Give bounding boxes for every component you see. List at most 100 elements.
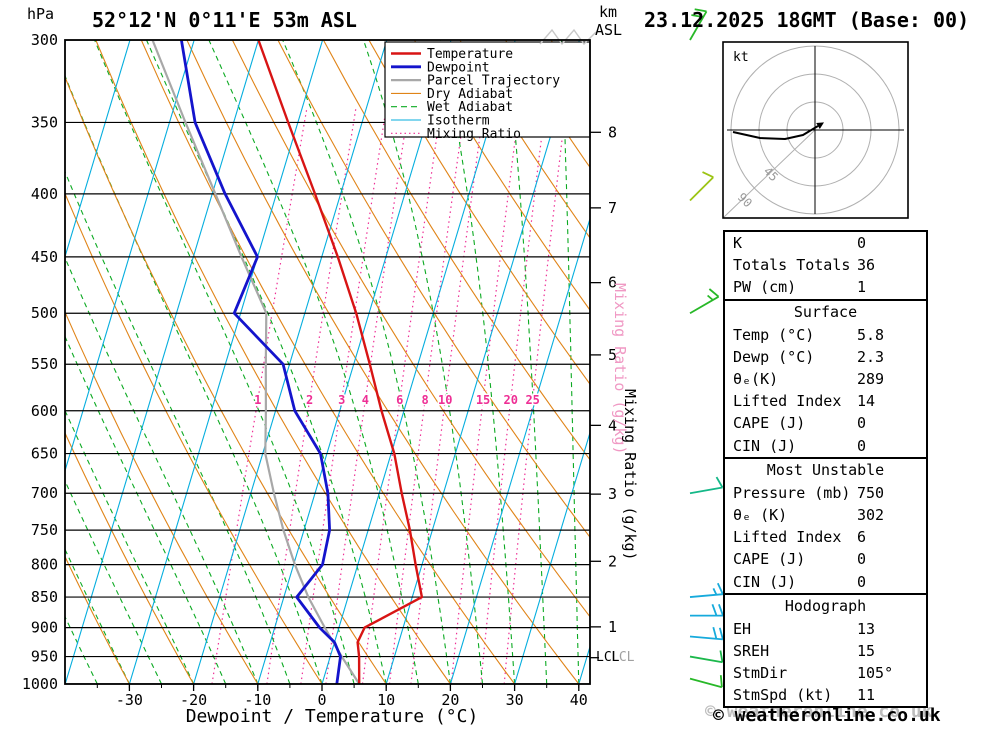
wind-barb [689, 650, 724, 664]
table-row: Totals Totals 36 [725, 254, 926, 276]
legend-label: Temperature [427, 47, 513, 62]
mixing-ratio-value: 1 [254, 393, 261, 407]
mixing-ratio-axis-label: Mixing Ratio (g/kg) [621, 389, 639, 561]
table-row-value: 0 [857, 550, 867, 569]
isotherms [0, 40, 590, 684]
mixing-ratio-line [480, 106, 546, 684]
legend-box [384, 41, 591, 138]
hodograph-ring-label: 90 [735, 190, 755, 210]
dewpoint-curve [180, 40, 342, 684]
isotherm-line [128, 40, 324, 684]
table-row-label: θₑ(K) [733, 370, 779, 389]
mixing-ratio-value: 2 [306, 393, 313, 407]
km-tick-label: 1 [608, 618, 617, 636]
table-row: θₑ (K) 302 [725, 504, 926, 526]
km-tick-label: 3 [608, 485, 617, 503]
temp-tick-label: 20 [441, 691, 459, 709]
pressure-tick-label: 700 [31, 484, 58, 502]
table-row: Lifted Index 6 [725, 526, 926, 548]
table-row-value: 105° [857, 664, 894, 683]
lcl-marker-ghost: LCL [611, 650, 635, 665]
mixing-ratio-value: 10 [438, 393, 452, 407]
isotherm-line [0, 40, 2, 684]
wet-adiabat-line [0, 40, 1, 684]
run-datetime: 23.12.2025 18GMT (Base: 00) [644, 8, 970, 32]
table-row: CIN (J) 0 [725, 570, 926, 592]
table-row-label: SREH [733, 641, 770, 660]
pressure-tick-label: 550 [31, 355, 58, 373]
table-section-header: Surface [725, 298, 926, 324]
table-row: CAPE (J) 0 [725, 548, 926, 570]
legend-label: Dewpoint [427, 60, 490, 75]
table-row: Lifted Index 14 [725, 390, 926, 412]
wind-barb [689, 171, 714, 202]
mixing-ratio-value: 4 [362, 393, 369, 407]
wet-adiabat-line [65, 409, 195, 684]
wind-barb [689, 288, 720, 315]
table-section-header: Hodograph [725, 592, 926, 618]
wet-adiabat-line [65, 548, 130, 684]
pressure-tick-label: 450 [31, 248, 58, 266]
table-row-label: Lifted Index [733, 392, 842, 411]
hodograph-arrowhead [816, 122, 825, 130]
table-row-value: 14 [857, 392, 876, 411]
mixing-ratio-value: 20 [504, 393, 518, 407]
isotherm-line [449, 216, 590, 684]
pressure-tick-label: 900 [31, 619, 58, 637]
table-row-label: StmSpd (kt) [733, 686, 833, 705]
mixing-ratio-value: 8 [421, 393, 428, 407]
wet-adiabat-line [282, 40, 451, 684]
km-tick-label: 4 [608, 416, 617, 434]
plot-background [0, 40, 590, 684]
temp-tick-label: -20 [180, 691, 207, 709]
isotherm-line [65, 40, 195, 473]
km-tick-label: 5 [608, 346, 617, 364]
pressure-tick-label: 400 [31, 185, 58, 203]
pressure-tick-label: 800 [31, 556, 58, 574]
wind-barb [689, 8, 708, 41]
pressure-tick-labels: 300 350 400 450 500 550 600 650 700 750 800 850 900 9… [22, 31, 58, 693]
table-row: EH 13 [725, 618, 926, 640]
hodograph-trace [732, 125, 819, 140]
table-row-label: EH [733, 619, 752, 638]
km-tick-label: 6 [608, 274, 617, 292]
lcl-marker: LCL [596, 650, 620, 665]
table-row-value: 13 [857, 619, 876, 638]
table-row-label: Pressure (mb) [733, 483, 851, 502]
wet-adiabat-line [439, 40, 516, 684]
table-row-label: Lifted Index [733, 528, 842, 547]
km-tick-label: 8 [608, 123, 617, 141]
mixing-ratio-line [300, 106, 387, 684]
wind-barb [689, 582, 724, 598]
temp-tick-label: 0 [317, 691, 326, 709]
table-row: CIN (J) 0 [725, 435, 926, 457]
km-tick-label: 2 [608, 552, 617, 570]
mixing-ratio-value: 15 [476, 393, 490, 407]
table-row-value: 750 [857, 483, 885, 502]
table-row-label: StmDir [733, 664, 788, 683]
pressure-tick-label: 600 [31, 402, 58, 420]
temp-axis: -30 -20 -10 0 10 20 30 40 [96, 684, 588, 709]
wet-adiabat-line [505, 40, 548, 684]
isotherm-line [514, 430, 590, 684]
table-row-label: CAPE (J) [733, 414, 806, 433]
watermark-zigzag [539, 28, 597, 46]
mixing-ratio-value: 6 [396, 393, 403, 407]
legend-label: Parcel Trajectory [427, 74, 560, 89]
wind-barb [689, 626, 724, 641]
table-row-label: CIN (J) [733, 572, 797, 591]
table-row-value: 302 [857, 505, 885, 524]
mixing-ratio-line [503, 106, 567, 684]
isotherm-line [65, 40, 131, 259]
wet-adiabat-line [0, 40, 33, 684]
hodograph-unit-label: kt [733, 50, 749, 65]
wind-barb [689, 476, 724, 495]
dry-adiabat-line [65, 555, 130, 684]
table-row-value: 0 [857, 414, 867, 433]
table-row-value: 15 [857, 641, 876, 660]
temp-tick-label: -30 [116, 691, 143, 709]
table-section-header: Most Unstable [725, 456, 926, 482]
